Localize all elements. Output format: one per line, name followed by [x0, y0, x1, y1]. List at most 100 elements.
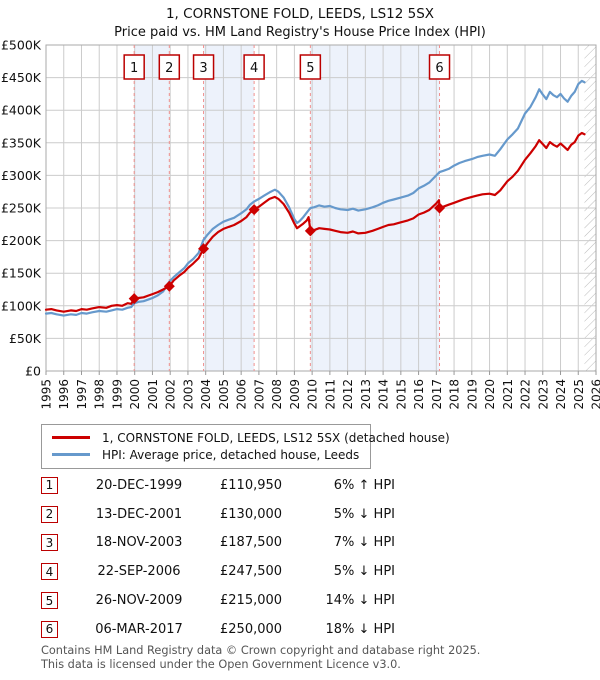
x-tick-label: 2017: [430, 379, 444, 410]
x-tick-label: 2008: [270, 379, 284, 410]
sale-row: 1 20-DEC-1999 £110,950 6% ↑ HPI: [41, 471, 401, 500]
x-tick-label: 2024: [554, 379, 568, 410]
x-tick-label: 2011: [323, 379, 337, 410]
sale-row: 4 22-SEP-2006 £247,500 5% ↓ HPI: [41, 557, 401, 586]
x-tick-label: 1998: [93, 379, 107, 410]
footer-line-2: This data is licensed under the Open Gov…: [41, 657, 401, 671]
legend-row-price: 1, CORNSTONE FOLD, LEEDS, LS12 5SX (deta…: [52, 429, 450, 446]
x-tick-label: 2015: [394, 379, 408, 410]
sale-number-labels: 1 2 3 4 5 6: [123, 54, 451, 80]
sale-hpi-delta: 18% ↓ HPI: [325, 621, 395, 637]
sale-price: £215,000: [220, 593, 283, 609]
sale-number-text: 5: [306, 61, 314, 76]
sale-number-box: [428, 54, 451, 80]
sale-price: £110,950: [220, 477, 283, 493]
x-tick-label: 2004: [199, 379, 213, 410]
x-tick-label: 2026: [590, 379, 600, 410]
legend-label-hpi: HPI: Average price, detached house, Leed…: [102, 447, 360, 462]
x-tick-label: 2007: [252, 379, 266, 410]
sale-row: 6 06-MAR-2017 £250,000 18% ↓ HPI: [41, 615, 401, 644]
plot-border: [45, 44, 597, 372]
sale-row: 5 26-NOV-2009 £215,000 14% ↓ HPI: [41, 586, 401, 615]
sale-number-box: [243, 54, 265, 80]
page-title: 1, CORNSTONE FOLD, LEEDS, LS12 5SX: [165, 6, 435, 22]
sale-hpi-delta: 5% ↓ HPI: [333, 506, 395, 522]
sale-price: £250,000: [220, 621, 283, 637]
sale-price: £187,500: [220, 535, 283, 551]
sale-diamond-marker: [434, 202, 446, 214]
license-footer: Contains HM Land Registry data © Crown c…: [41, 644, 480, 671]
price-history-chart: 1 2 3 4 5 6 £0 £50K £100K £150K £200K £250K £300K £35…: [1, 40, 600, 410]
sale-hpi-delta: 5% ↓ HPI: [333, 564, 395, 580]
y-tick-label: £350K: [1, 135, 42, 150]
sale-number-text: 2: [165, 61, 173, 76]
sale-hpi-delta: 6% ↑ HPI: [333, 477, 395, 493]
x-tick-label: 2003: [181, 379, 195, 410]
y-tick-label: £300K: [1, 168, 42, 183]
x-axis-labels: 1995 1996 1997 1998 1999 2000 2001 2002 2003 2004…: [40, 371, 600, 410]
sale-date: 20-DEC-1999: [95, 477, 183, 493]
sale-number-text: 1: [130, 61, 138, 76]
sale-number-badge: 5: [41, 592, 58, 610]
x-tick-label: 2022: [519, 379, 533, 410]
sale-price: £247,500: [220, 564, 283, 580]
x-tick-label: 2001: [146, 379, 160, 410]
sale-date: 18-NOV-2003: [95, 535, 183, 551]
sale-diamond-marker: [248, 204, 260, 216]
x-tick-label: 2002: [164, 379, 178, 410]
x-tick-label: 2005: [217, 379, 231, 410]
price-line-swatch: [52, 436, 90, 439]
x-tick-label: 2013: [359, 379, 373, 410]
x-tick-label: 2020: [483, 379, 497, 410]
sale-row: 3 18-NOV-2003 £187,500 7% ↓ HPI: [41, 529, 401, 558]
sale-number-text: 4: [250, 61, 258, 76]
sale-row: 2 13-DEC-2001 £130,000 5% ↓ HPI: [41, 500, 401, 529]
sale-date: 22-SEP-2006: [97, 564, 181, 580]
x-tick-label: 2006: [235, 379, 249, 410]
y-tick-label: £500K: [1, 40, 42, 53]
sale-number-text: 3: [199, 61, 207, 76]
x-tick-label: 1999: [110, 379, 124, 410]
legend-row-hpi: HPI: Average price, detached house, Leed…: [52, 446, 360, 463]
sale-number-badge: 1: [41, 476, 58, 494]
sale-date: 06-MAR-2017: [95, 621, 183, 637]
x-tick-label: 2009: [288, 379, 302, 410]
x-tick-label: 2010: [306, 379, 320, 410]
y-tick-label: £200K: [1, 233, 42, 248]
x-tick-label: 1996: [57, 379, 71, 410]
sale-number-box: [192, 54, 215, 80]
sale-number-badge: 3: [41, 534, 58, 552]
footer-line-1: Contains HM Land Registry data © Crown c…: [41, 644, 481, 657]
y-tick-label: £150K: [1, 266, 42, 281]
y-axis-labels: £0 £50K £100K £150K £200K £250K £300K £350K £400…: [1, 40, 42, 379]
hpi-line-swatch: [52, 453, 90, 456]
x-tick-label: 2014: [377, 379, 391, 410]
x-tick-label: 2016: [412, 379, 426, 410]
sale-diamond-marker: [128, 293, 140, 305]
hpi-line: [44, 79, 586, 317]
sale-diamond-marker: [304, 225, 316, 237]
y-tick-label: £250K: [1, 201, 42, 216]
sale-date: 26-NOV-2009: [95, 593, 183, 609]
sales-table: 1 20-DEC-1999 £110,950 6% ↑ HPI 2 13-DEC…: [41, 471, 401, 644]
sale-hpi-delta: 14% ↓ HPI: [325, 593, 395, 609]
x-tick-label: 2012: [341, 379, 355, 410]
sale-number-badge: 2: [41, 505, 58, 523]
x-tick-label: 1995: [40, 379, 54, 410]
legend-label-price: 1, CORNSTONE FOLD, LEEDS, LS12 5SX (deta…: [102, 430, 450, 445]
y-tick-label: £0: [25, 364, 41, 379]
y-tick-label: £400K: [1, 103, 42, 118]
y-tick-label: £100K: [1, 298, 42, 313]
sale-hpi-delta: 7% ↓ HPI: [333, 535, 395, 551]
sale-number-text: 6: [435, 61, 443, 76]
sale-number-box: [158, 54, 181, 80]
x-tick-label: 2023: [536, 379, 550, 410]
y-tick-label: £450K: [1, 70, 42, 85]
sale-markers: [128, 202, 446, 305]
x-tick-label: 2019: [465, 379, 479, 410]
sale-number-box: [299, 54, 322, 80]
sale-date: 13-DEC-2001: [95, 506, 183, 522]
page-subtitle: Price paid vs. HM Land Registry's House …: [114, 25, 486, 40]
chart-header: 1, CORNSTONE FOLD, LEEDS, LS12 5SX Price…: [0, 5, 600, 42]
